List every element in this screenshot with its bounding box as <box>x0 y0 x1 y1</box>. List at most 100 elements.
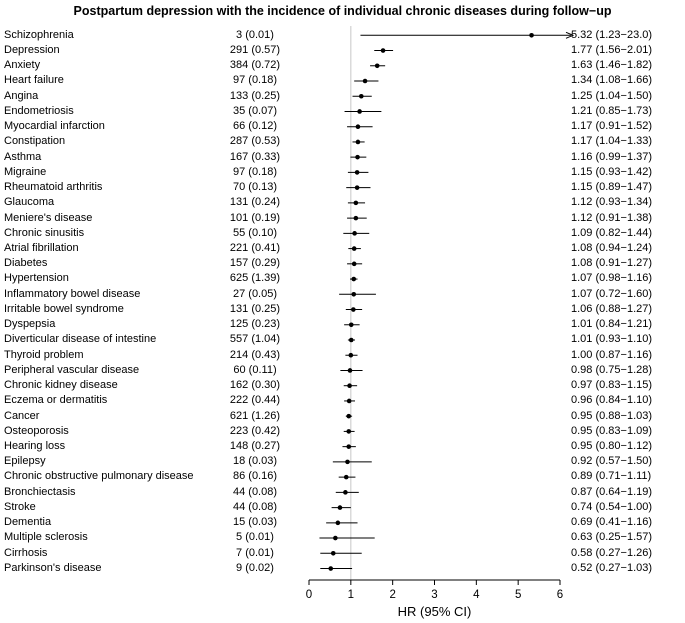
disease-label: Depression <box>4 43 60 56</box>
event-count: 557 (1.04) <box>229 333 281 346</box>
hr-ci-text: 0.52 (0.27−1.03) <box>571 561 653 574</box>
hr-ci-text: 5.32 (1.23−23.0) <box>571 28 653 41</box>
event-count: 44 (0.08) <box>232 485 278 498</box>
hr-ci-text: 1.12 (0.91−1.38) <box>571 211 653 224</box>
disease-label: Epilepsy <box>4 455 46 468</box>
table-row: Schizophrenia 3 (0.01) 5.32 (1.23−23.0) <box>0 28 685 43</box>
point-estimate <box>335 520 341 526</box>
event-count: 621 (1.26) <box>229 409 281 422</box>
event-count: 9 (0.02) <box>236 561 274 574</box>
disease-label: Inflammatory bowel disease <box>4 287 141 300</box>
table-row: Cancer 621 (1.26) 0.95 (0.88−1.03) <box>0 409 685 424</box>
x-axis-tick-label: 1 <box>348 589 354 601</box>
hr-ci-text: 1.17 (0.91−1.52) <box>571 120 653 133</box>
hr-ci-text: 0.95 (0.83−1.09) <box>571 424 653 437</box>
table-row: Osteoporosis 223 (0.42) 0.95 (0.83−1.09) <box>0 424 685 439</box>
x-axis-tick-label: 6 <box>557 589 563 601</box>
event-count: 97 (0.18) <box>232 165 278 178</box>
event-count: 35 (0.07) <box>232 104 278 117</box>
disease-label: Bronchiectasis <box>4 485 76 498</box>
event-count: 221 (0.41) <box>229 241 281 254</box>
point-estimate <box>357 109 362 114</box>
point-estimate <box>347 368 353 373</box>
table-row: Chronic sinusitis 55 (0.10) 1.09 (0.82−1.4… <box>0 226 685 241</box>
disease-label: Myocardial infarction <box>4 120 105 133</box>
table-row: Hypertension 625 (1.39) 1.07 (0.98−1.16) <box>0 271 685 286</box>
disease-label: Asthma <box>4 150 42 163</box>
point-estimate <box>333 535 338 541</box>
x-axis-tick-label: 0 <box>306 589 312 601</box>
hr-ci-text: 0.89 (0.71−1.11) <box>571 470 652 483</box>
table-row: Chronic obstructive pulmonary disease 86 … <box>0 469 685 484</box>
disease-label: Cirrhosis <box>4 546 48 559</box>
hr-ci-text: 1.01 (0.84−1.21) <box>571 318 653 331</box>
table-row: Multiple sclerosis 5 (0.01) 0.63 (0.25−1.5… <box>0 530 685 545</box>
table-row: Parkinson's disease 9 (0.02) 0.52 (0.27−1.… <box>0 561 685 576</box>
table-row: Thyroid problem 214 (0.43) 1.00 (0.87−1.16… <box>0 348 685 363</box>
event-count: 55 (0.10) <box>232 226 278 239</box>
event-count: 222 (0.44) <box>229 394 281 407</box>
disease-label: Multiple sclerosis <box>4 531 88 544</box>
event-count: 287 (0.53) <box>229 135 281 148</box>
point-estimate <box>345 459 350 465</box>
hr-ci-text: 1.06 (0.88−1.27) <box>571 302 653 315</box>
table-row: Depression 291 (0.57) 1.77 (1.56−2.01) <box>0 43 685 58</box>
event-count: 3 (0.01) <box>236 28 274 41</box>
disease-label: Chronic obstructive pulmonary disease <box>4 470 194 483</box>
table-row: Rheumatoid arthritis 70 (0.13) 1.15 (0.89−… <box>0 180 685 195</box>
hr-ci-text: 0.97 (0.83−1.15) <box>571 379 653 392</box>
event-count: 27 (0.05) <box>232 287 278 300</box>
hr-ci-text: 1.25 (1.04−1.50) <box>571 89 653 102</box>
table-row: Myocardial infarction 66 (0.12) 1.17 (0.91… <box>0 119 685 134</box>
point-estimate <box>358 93 364 99</box>
disease-label: Dementia <box>4 516 52 529</box>
disease-label: Glaucoma <box>4 196 55 209</box>
hr-ci-text: 0.98 (0.75−1.28) <box>571 363 653 376</box>
event-count: 101 (0.19) <box>229 211 281 224</box>
disease-label: Hypertension <box>4 272 69 285</box>
disease-label: Parkinson's disease <box>4 561 102 574</box>
point-estimate <box>330 550 336 556</box>
hr-ci-text: 1.15 (0.89−1.47) <box>571 181 653 194</box>
disease-label: Schizophrenia <box>4 28 74 41</box>
hr-ci-text: 1.08 (0.91−1.27) <box>571 257 653 270</box>
disease-label: Dyspepsia <box>4 318 56 331</box>
table-row: Epilepsy 18 (0.03) 0.92 (0.57−1.50) <box>0 454 685 469</box>
table-row: Angina 133 (0.25) 1.25 (1.04−1.50) <box>0 89 685 104</box>
x-axis-tick-label: 2 <box>389 589 395 601</box>
hr-ci-text: 1.17 (1.04−1.33) <box>571 135 653 148</box>
point-estimate <box>352 231 357 236</box>
event-count: 44 (0.08) <box>232 500 278 513</box>
event-count: 131 (0.25) <box>229 302 281 315</box>
point-estimate <box>351 261 357 267</box>
point-estimate <box>343 474 349 480</box>
point-estimate <box>348 322 354 328</box>
event-count: 131 (0.24) <box>229 196 281 209</box>
disease-label: Eczema or dermatitis <box>4 394 108 407</box>
event-count: 7 (0.01) <box>236 546 274 559</box>
event-count: 5 (0.01) <box>236 531 274 544</box>
table-row: Eczema or dermatitis 222 (0.44) 0.96 (0.84… <box>0 393 685 408</box>
disease-label: Diverticular disease of intestine <box>4 333 157 346</box>
table-row: Inflammatory bowel disease 27 (0.05) 1.07 … <box>0 287 685 302</box>
hr-ci-text: 1.07 (0.72−1.60) <box>571 287 653 300</box>
x-axis-tick-label: 5 <box>515 589 521 601</box>
table-row: Dyspepsia 125 (0.23) 1.01 (0.84−1.21) <box>0 317 685 332</box>
disease-label: Migraine <box>4 165 47 178</box>
hr-ci-text: 0.95 (0.88−1.03) <box>571 409 653 422</box>
disease-label: Chronic kidney disease <box>4 379 118 392</box>
table-row: Diverticular disease of intestine 557 (1.… <box>0 332 685 347</box>
disease-label: Meniere's disease <box>4 211 93 224</box>
x-axis-title: HR (95% CI) <box>398 604 472 619</box>
table-row: Stroke 44 (0.08) 0.74 (0.54−1.00) <box>0 500 685 515</box>
x-axis-tick-label: 3 <box>431 589 437 601</box>
hr-ci-text: 1.16 (0.99−1.37) <box>571 150 653 163</box>
point-estimate <box>362 78 368 84</box>
table-row: Meniere's disease 101 (0.19) 1.12 (0.91−1.… <box>0 211 685 226</box>
disease-label: Irritable bowel syndrome <box>4 302 124 315</box>
point-estimate <box>351 276 357 282</box>
table-row: Dementia 15 (0.03) 0.69 (0.41−1.16) <box>0 515 685 530</box>
event-count: 162 (0.30) <box>229 379 281 392</box>
hr-ci-text: 1.01 (0.93−1.10) <box>571 333 653 346</box>
